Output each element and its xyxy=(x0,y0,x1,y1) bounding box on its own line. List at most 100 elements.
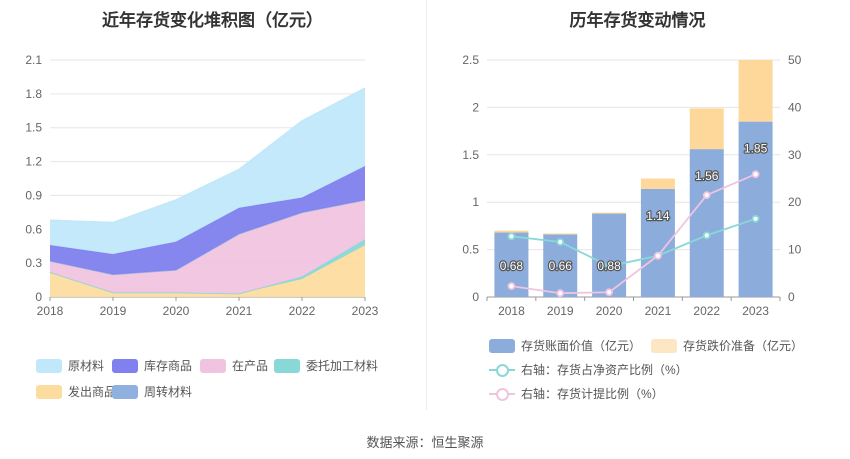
legend-swatch xyxy=(200,358,226,373)
legend-label: 原材料 xyxy=(68,359,105,373)
legend-item[interactable]: 库存商品 xyxy=(112,357,192,374)
stacked-area-chart: 0 0.3 0.6 0.9 1.2 1.5 1.8 2.1 2018 2019 2020 2021 20… xyxy=(25,53,379,318)
line-point xyxy=(751,170,760,179)
legend-swatch xyxy=(489,338,515,353)
bar-value-label: 0.66 xyxy=(549,259,573,273)
x-tick-label: 2020 xyxy=(163,304,190,318)
y-tick-label: 1.5 xyxy=(25,121,42,135)
x-tick-label: 2019 xyxy=(100,304,127,318)
y-tick-label: 1.8 xyxy=(25,87,42,101)
line-point xyxy=(702,191,711,199)
y2-tick-label: 40 xyxy=(788,100,802,114)
line-右轴：存货计提比例（%） xyxy=(511,173,756,295)
line-point xyxy=(751,214,760,223)
y2-tick-label: 20 xyxy=(788,195,802,209)
legend-swatch xyxy=(274,358,300,373)
x-tick-label: 2023 xyxy=(742,304,769,318)
area-发出商品 xyxy=(50,245,365,297)
legend-item[interactable]: 存货账面价值（亿元） xyxy=(489,337,641,354)
bar-value-label: 1.85 xyxy=(744,142,768,156)
line-point xyxy=(556,289,565,298)
legend-label: 右轴：存货占净资产比例（%） xyxy=(521,363,688,377)
legend-item[interactable]: 在产品 xyxy=(200,357,268,374)
bar-value-label: 0.88 xyxy=(597,259,621,273)
legend-swatch xyxy=(651,338,677,353)
x-tick-label: 2018 xyxy=(498,304,525,318)
y-tick-label: 0.5 xyxy=(462,243,479,257)
y-tick-label: 0.3 xyxy=(25,256,42,270)
x-tick-label: 2022 xyxy=(289,304,316,318)
legend-swatch xyxy=(36,358,62,373)
y2-tick-label: 0 xyxy=(788,290,795,304)
y-tick-label: 1 xyxy=(472,195,479,209)
y-tick-label: 2 xyxy=(472,100,479,114)
line-point xyxy=(556,238,565,246)
legend-label: 库存商品 xyxy=(144,359,193,373)
legend-label: 周转材料 xyxy=(144,385,193,399)
x-tick-label: 2021 xyxy=(226,304,253,318)
x-tick-label: 2018 xyxy=(37,304,64,318)
x-tick-label: 2021 xyxy=(645,304,672,318)
bar-value-label: 0.68 xyxy=(500,259,524,273)
bar-value-label: 1.14 xyxy=(646,209,670,223)
y-tick-label: 1.2 xyxy=(25,155,42,169)
legend-label: 存货跌价准备（亿元） xyxy=(683,339,804,353)
y-tick-label: 0 xyxy=(472,290,479,304)
legend-item[interactable]: 存货跌价准备（亿元） xyxy=(651,337,803,354)
legend-label: 右轴：存货计提比例（%） xyxy=(521,387,664,401)
legend-label: 发出商品 xyxy=(68,385,117,399)
legend-label: 委托加工材料 xyxy=(306,359,379,373)
legend-label: 在产品 xyxy=(232,359,269,373)
y-tick-label: 0.9 xyxy=(25,188,42,202)
legend-swatch xyxy=(36,384,62,399)
y-tick-label: 0 xyxy=(35,290,42,304)
bar-存货跌价准备（亿元） xyxy=(543,233,578,235)
bar-存货跌价准备（亿元） xyxy=(640,178,675,189)
y-tick-label: 0.6 xyxy=(25,222,42,236)
legend-label: 存货账面价值（亿元） xyxy=(521,339,642,353)
x-tick-label: 2019 xyxy=(547,304,574,318)
line-point xyxy=(507,282,516,290)
bar-存货跌价准备（亿元） xyxy=(689,108,724,150)
legend-item[interactable]: 原材料 xyxy=(36,357,104,374)
data-source-note: 数据来源：恒生聚源 xyxy=(366,435,484,450)
area-库存商品 xyxy=(50,166,365,275)
bar-value-label: 1.56 xyxy=(695,169,719,183)
y2-tick-label: 50 xyxy=(788,53,802,67)
panel-divider xyxy=(426,0,427,410)
bar-line-chart: 0 0.5 1 1.5 2 2.5 0 10 20 30 40 50 2018 2019 2020 2021 2… xyxy=(462,53,802,318)
y-tick-label: 2.5 xyxy=(462,53,479,67)
x-tick-label: 2020 xyxy=(596,304,623,318)
legend-item[interactable]: 右轴：存货计提比例（%） xyxy=(489,385,664,402)
y-tick-label: 1.5 xyxy=(462,148,479,162)
y2-tick-label: 10 xyxy=(788,243,802,257)
y-tick-label: 2.1 xyxy=(25,53,42,67)
stacked-area-chart-title: 近年存货变化堆积图（亿元） xyxy=(102,11,323,30)
legend-item[interactable]: 委托加工材料 xyxy=(274,357,378,374)
legend-swatch xyxy=(112,384,138,399)
legend-swatch xyxy=(489,387,515,401)
bar-chart-legend: 存货账面价值（亿元） 存货跌价准备（亿元） 右轴：存货占净资产比例（%） 右轴：存货计… xyxy=(425,0,850,459)
y2-tick-label: 30 xyxy=(788,148,802,162)
area-edge-原材料 xyxy=(49,87,366,224)
line-point xyxy=(702,231,711,240)
bar-存货账面价值（亿元） xyxy=(738,121,773,298)
bar-存货账面价值（亿元） xyxy=(689,149,724,297)
bar-chart-title: 历年存货变动情况 xyxy=(569,11,706,30)
legend-item[interactable]: 周转材料 xyxy=(112,383,192,400)
bar-存货跌价准备（亿元） xyxy=(592,212,627,214)
area-在产品 xyxy=(50,199,365,294)
line-point xyxy=(654,251,662,260)
legend-swatch xyxy=(112,358,138,373)
bar-存货跌价准备（亿元） xyxy=(738,60,773,122)
line-point xyxy=(605,262,613,271)
legend-item[interactable]: 右轴：存货占净资产比例（%） xyxy=(489,361,688,378)
area-chart-legend: 原材料 库存商品 在产品 委托加工材料发出商品 周转材料 xyxy=(36,357,378,400)
line-右轴：存货占净资产比例（%） xyxy=(511,217,756,268)
line-point xyxy=(605,288,613,297)
legend-item[interactable]: 发出商品 xyxy=(36,383,116,400)
line-point xyxy=(507,232,516,241)
x-tick-label: 2023 xyxy=(352,304,379,318)
legend-swatch xyxy=(489,363,515,377)
bar-存货跌价准备（亿元） xyxy=(494,230,529,233)
